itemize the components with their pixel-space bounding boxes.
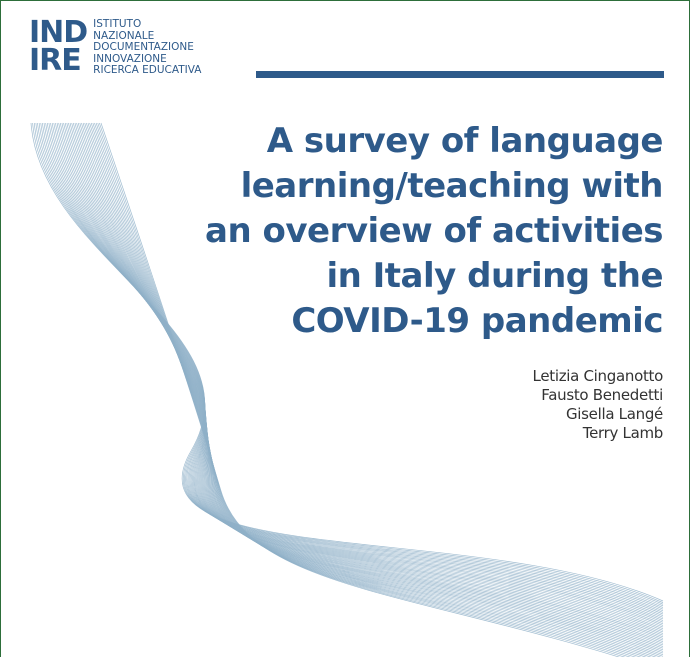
wave-line <box>33 122 664 605</box>
wave-line <box>97 122 631 657</box>
wave-line <box>35 122 664 607</box>
wave-line <box>50 122 664 621</box>
header-rule <box>256 71 664 78</box>
document-title: A survey of language learning/teaching w… <box>143 119 663 344</box>
wave-line <box>81 122 664 652</box>
wave-line <box>45 122 664 616</box>
wave-line <box>55 122 664 626</box>
wave-line <box>100 122 620 657</box>
logo-institute-name: ISTITUTO NAZIONALE DOCUMENTAZIONE INNOVA… <box>93 18 202 77</box>
wave-line <box>71 122 664 643</box>
wave-line <box>72 122 664 644</box>
wave-line <box>56 122 664 628</box>
logo-text-line: RICERCA EDUCATIVA <box>93 64 202 76</box>
author-list: Letizia Cinganotto Fausto Benedetti Gise… <box>532 367 664 443</box>
wave-line <box>51 122 664 623</box>
wave-line <box>95 122 637 657</box>
wave-line <box>99 122 626 657</box>
wave-line <box>76 122 664 647</box>
wave-line <box>43 122 664 615</box>
wave-line <box>77 122 664 649</box>
wave-line <box>63 122 664 634</box>
title-line: an overview of activities <box>205 211 663 251</box>
title-line: COVID-19 pandemic <box>291 301 663 341</box>
wave-line <box>79 122 664 651</box>
logo-mark-line-1: IND <box>29 15 88 50</box>
wave-line <box>58 122 664 630</box>
wave-line <box>66 122 664 638</box>
logo-mark-line-2: IRE <box>29 43 82 78</box>
wave-line <box>94 122 642 657</box>
logo-text-line: DOCUMENTAZIONE <box>93 41 194 53</box>
wave-line <box>61 122 664 633</box>
wave-line <box>30 122 664 602</box>
author-name: Fausto Benedetti <box>541 386 663 404</box>
wave-line <box>74 122 664 646</box>
wave-line <box>46 122 664 618</box>
wave-line <box>89 122 657 657</box>
wave-line <box>48 122 664 620</box>
wave-line <box>40 122 664 612</box>
wave-line <box>53 122 664 625</box>
logo-text-line: ISTITUTO <box>93 18 142 30</box>
indire-logo: IND IRE ISTITUTO NAZIONALE DOCUMENTAZION… <box>29 15 202 78</box>
author-name: Letizia Cinganotto <box>532 367 664 385</box>
author-name: Terry Lamb <box>582 424 664 442</box>
title-line: in Italy during the <box>326 256 663 296</box>
wave-line <box>82 122 664 654</box>
wave-line <box>32 122 664 603</box>
logo-text-line: NAZIONALE <box>93 29 155 42</box>
wave-line <box>37 122 664 608</box>
author-name: Gisella Langé <box>565 405 663 423</box>
wave-line <box>69 122 664 641</box>
wave-line <box>68 122 664 639</box>
wave-line <box>64 122 664 636</box>
wave-line <box>90 122 652 657</box>
title-line: A survey of language <box>266 121 664 161</box>
wave-line <box>86 122 664 657</box>
logo-text-line: INNOVAZIONE <box>93 52 167 65</box>
wave-line <box>87 122 662 657</box>
logo-mark: IND IRE <box>29 15 88 78</box>
wave-line <box>59 122 664 631</box>
wave-line <box>92 122 647 657</box>
wave-line <box>38 122 664 610</box>
title-line: learning/teaching with <box>240 166 664 206</box>
wave-line <box>84 122 664 656</box>
wave-line <box>42 122 664 613</box>
